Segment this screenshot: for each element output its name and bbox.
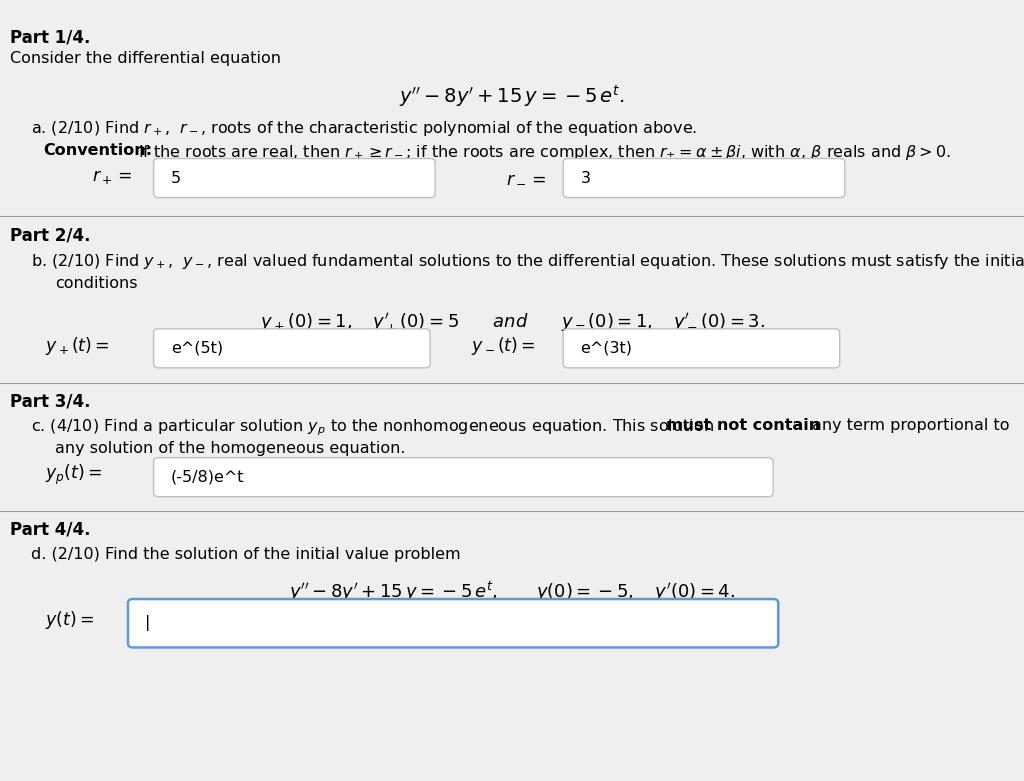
Text: e^(3t): e^(3t) bbox=[581, 341, 633, 356]
Text: $y(t) = $: $y(t) = $ bbox=[45, 609, 94, 631]
Text: |: | bbox=[145, 615, 151, 631]
Text: Convention:: Convention: bbox=[43, 143, 153, 158]
FancyBboxPatch shape bbox=[154, 159, 435, 198]
Text: $y_+(0) = 1, \quad y_+'(0) = 5$      and      $y_-(0) = 1, \quad y_-'(0) = 3.$: $y_+(0) = 1, \quad y_+'(0) = 5$ and $y_-… bbox=[259, 311, 765, 335]
Text: Part 1/4.: Part 1/4. bbox=[10, 29, 90, 47]
Text: (-5/8)e^t: (-5/8)e^t bbox=[171, 469, 245, 485]
Text: any solution of the homogeneous equation.: any solution of the homogeneous equation… bbox=[55, 441, 406, 456]
Text: Part 3/4.: Part 3/4. bbox=[10, 392, 91, 410]
Text: $r_+ = $: $r_+ = $ bbox=[92, 167, 133, 186]
Text: c. (4/10) Find a particular solution $y_p$ to the nonhomogeneous equation. This : c. (4/10) Find a particular solution $y_… bbox=[31, 418, 715, 438]
Text: $y_p(t) = $: $y_p(t) = $ bbox=[45, 463, 102, 487]
FancyBboxPatch shape bbox=[563, 329, 840, 368]
Text: Part 2/4.: Part 2/4. bbox=[10, 226, 91, 244]
Text: conditions: conditions bbox=[55, 276, 138, 291]
Text: any term proportional to: any term proportional to bbox=[812, 418, 1010, 433]
Text: $y_-(t) = $: $y_-(t) = $ bbox=[471, 335, 536, 357]
Text: $y_+(t) = $: $y_+(t) = $ bbox=[45, 335, 110, 357]
Text: 5: 5 bbox=[171, 170, 181, 186]
Text: 3: 3 bbox=[581, 170, 591, 186]
Text: a. (2/10) Find $r_+$,  $r_-$, roots of the characteristic polynomial of the equa: a. (2/10) Find $r_+$, $r_-$, roots of th… bbox=[31, 119, 697, 137]
Text: b. (2/10) Find $y_+$,  $y_-$, real valued fundamental solutions to the different: b. (2/10) Find $y_+$, $y_-$, real valued… bbox=[31, 252, 1024, 271]
Text: Part 4/4.: Part 4/4. bbox=[10, 521, 91, 539]
Text: e^(5t): e^(5t) bbox=[171, 341, 223, 356]
Text: d. (2/10) Find the solution of the initial value problem: d. (2/10) Find the solution of the initi… bbox=[31, 547, 461, 562]
FancyBboxPatch shape bbox=[128, 599, 778, 647]
Text: Consider the differential equation: Consider the differential equation bbox=[10, 51, 282, 66]
FancyBboxPatch shape bbox=[154, 458, 773, 497]
Text: must not contain: must not contain bbox=[666, 418, 820, 433]
Text: $y'' - 8y' + 15\,y = -5\,e^t,$$\qquad y(0) = -5, \quad y'(0) = 4.$: $y'' - 8y' + 15\,y = -5\,e^t,$$\qquad y(… bbox=[289, 580, 735, 604]
Text: $y'' - 8y' + 15\,y = -5\,e^t.$: $y'' - 8y' + 15\,y = -5\,e^t.$ bbox=[399, 84, 625, 109]
Text: $r_- = $: $r_- = $ bbox=[506, 167, 547, 186]
FancyBboxPatch shape bbox=[563, 159, 845, 198]
Text: If the roots are real, then $r_+ \geq r_-$; if the roots are complex, then $r_{\: If the roots are real, then $r_+ \geq r_… bbox=[138, 143, 951, 162]
FancyBboxPatch shape bbox=[154, 329, 430, 368]
